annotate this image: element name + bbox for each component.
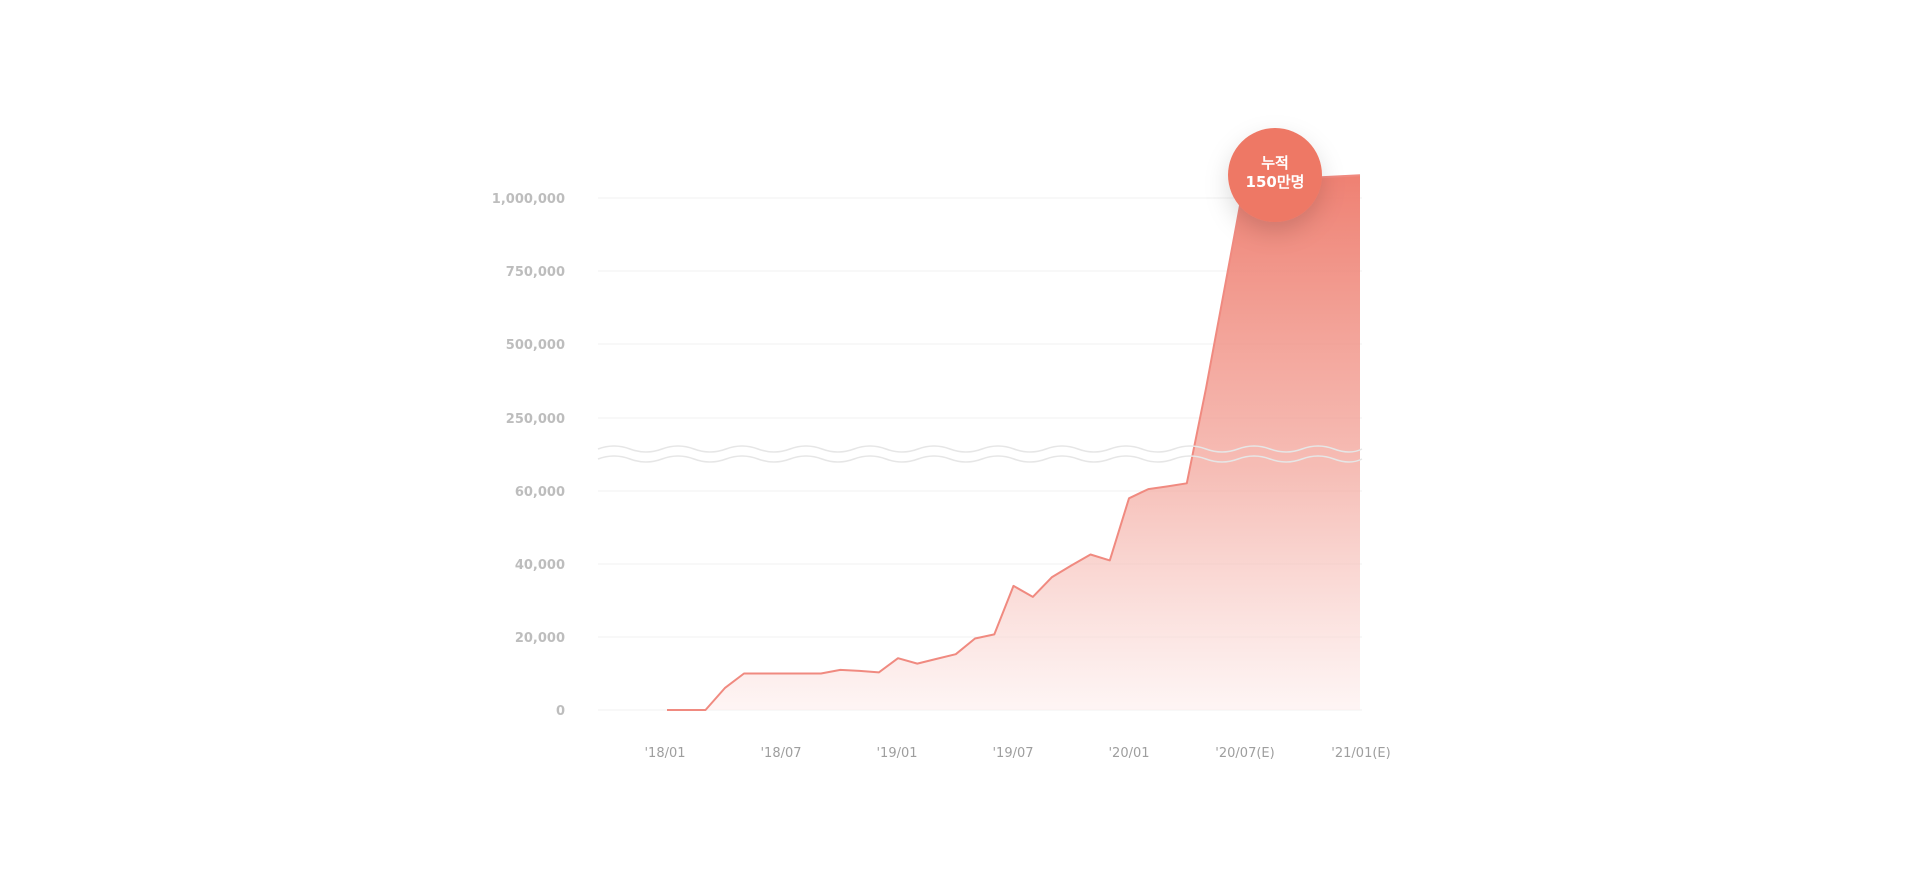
x-axis-ticks: '18/01 '18/07 '19/01 '19/07 '20/01 '20/07(E) '… <box>644 746 1390 761</box>
badge-label-line2: 150만명 <box>1246 173 1305 191</box>
x-tick-label: '19/01 <box>876 746 917 761</box>
area-layer <box>667 174 1361 711</box>
y-tick-label: 20,000 <box>515 631 565 646</box>
x-tick-label: '20/07(E) <box>1215 746 1274 761</box>
x-tick-label: '20/01 <box>1108 746 1149 761</box>
y-tick-label: 0 <box>556 704 565 719</box>
series-line <box>667 174 1361 711</box>
x-tick-label: '18/01 <box>644 746 685 761</box>
y-tick-label: 60,000 <box>515 485 565 500</box>
x-tick-label: '19/07 <box>992 746 1033 761</box>
axis-break-wave <box>597 445 1363 463</box>
y-tick-label: 250,000 <box>506 412 565 427</box>
x-tick-label: '21/01(E) <box>1331 746 1390 761</box>
y-tick-label: 500,000 <box>506 338 565 353</box>
grid-lines <box>598 197 1362 711</box>
y-axis-ticks: 0 20,000 40,000 60,000 250,000 500,000 750,000… <box>492 192 565 719</box>
badge-label-line1: 누적 <box>1261 154 1289 172</box>
break-wave-line <box>597 445 1363 453</box>
badge-circle <box>1228 128 1322 222</box>
break-wave-line <box>597 455 1363 463</box>
area-fill <box>667 175 1360 711</box>
x-tick-label: '18/07 <box>760 746 801 761</box>
cumulative-badge: 누적 150만명 <box>1228 128 1322 222</box>
y-tick-label: 750,000 <box>506 265 565 280</box>
y-tick-label: 1,000,000 <box>492 192 565 207</box>
y-tick-label: 40,000 <box>515 558 565 573</box>
